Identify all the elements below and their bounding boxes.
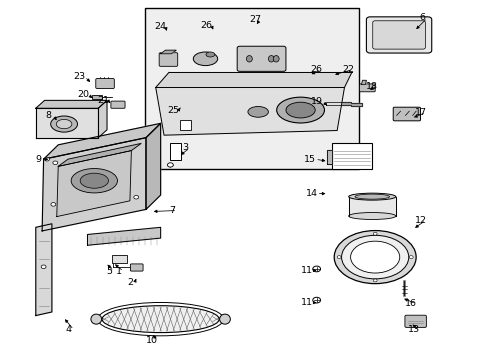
FancyBboxPatch shape xyxy=(392,107,420,121)
Text: 25: 25 xyxy=(167,105,180,114)
Polygon shape xyxy=(42,138,146,231)
Ellipse shape xyxy=(337,256,341,258)
Polygon shape xyxy=(36,224,52,316)
Text: 21: 21 xyxy=(97,96,109,105)
Ellipse shape xyxy=(71,168,117,193)
Text: 16: 16 xyxy=(405,299,416,308)
Ellipse shape xyxy=(312,266,320,272)
Text: 11: 11 xyxy=(300,298,312,307)
Text: 27: 27 xyxy=(249,15,261,24)
Text: 23: 23 xyxy=(74,72,85,81)
FancyBboxPatch shape xyxy=(359,84,374,92)
Polygon shape xyxy=(160,50,176,54)
Ellipse shape xyxy=(98,302,223,336)
FancyBboxPatch shape xyxy=(372,21,425,49)
Ellipse shape xyxy=(348,193,395,200)
Ellipse shape xyxy=(246,55,252,62)
Ellipse shape xyxy=(247,107,268,117)
Ellipse shape xyxy=(41,265,46,269)
Ellipse shape xyxy=(193,52,217,66)
Ellipse shape xyxy=(372,232,376,235)
Ellipse shape xyxy=(273,55,279,62)
FancyBboxPatch shape xyxy=(96,78,114,89)
Bar xyxy=(144,8,358,169)
Text: 4: 4 xyxy=(66,325,72,334)
Text: 13: 13 xyxy=(407,325,419,334)
Ellipse shape xyxy=(350,241,399,273)
Ellipse shape xyxy=(53,161,58,165)
Polygon shape xyxy=(327,149,331,164)
Ellipse shape xyxy=(341,235,408,279)
Text: 22: 22 xyxy=(341,65,353,74)
Text: 7: 7 xyxy=(169,206,175,215)
Polygon shape xyxy=(36,108,98,138)
Text: 20: 20 xyxy=(78,90,89,99)
Ellipse shape xyxy=(56,120,72,129)
Ellipse shape xyxy=(51,203,56,206)
Text: 6: 6 xyxy=(419,13,425,22)
Ellipse shape xyxy=(268,55,274,62)
Text: 3: 3 xyxy=(182,143,188,152)
Polygon shape xyxy=(348,197,395,216)
Text: 24: 24 xyxy=(154,22,166,31)
Text: 14: 14 xyxy=(305,189,317,198)
Text: 10: 10 xyxy=(145,336,158,345)
Polygon shape xyxy=(156,72,351,87)
Text: 26: 26 xyxy=(310,65,322,74)
Polygon shape xyxy=(326,102,361,106)
Bar xyxy=(92,95,102,99)
Text: 9: 9 xyxy=(36,155,41,164)
Text: 12: 12 xyxy=(414,216,426,225)
Bar xyxy=(112,255,127,263)
Polygon shape xyxy=(361,80,366,85)
Text: 15: 15 xyxy=(304,155,316,164)
Ellipse shape xyxy=(285,102,315,118)
Text: 11: 11 xyxy=(300,266,312,275)
Ellipse shape xyxy=(333,230,415,284)
Ellipse shape xyxy=(134,195,139,199)
Ellipse shape xyxy=(354,194,389,199)
Text: 19: 19 xyxy=(310,97,322,106)
Text: 1: 1 xyxy=(116,267,122,276)
FancyBboxPatch shape xyxy=(111,101,125,108)
Bar xyxy=(170,143,181,160)
FancyBboxPatch shape xyxy=(366,17,431,53)
Polygon shape xyxy=(43,123,160,159)
Ellipse shape xyxy=(205,52,214,57)
FancyBboxPatch shape xyxy=(404,315,426,327)
Ellipse shape xyxy=(312,297,320,303)
Text: 2: 2 xyxy=(127,278,133,287)
Ellipse shape xyxy=(219,314,230,324)
Ellipse shape xyxy=(80,173,108,188)
FancyBboxPatch shape xyxy=(159,53,177,66)
Polygon shape xyxy=(58,143,141,166)
Ellipse shape xyxy=(167,163,173,167)
Ellipse shape xyxy=(348,212,395,220)
Text: 17: 17 xyxy=(414,108,426,117)
Polygon shape xyxy=(98,100,107,138)
Text: 26: 26 xyxy=(200,21,212,30)
FancyBboxPatch shape xyxy=(237,46,285,71)
Ellipse shape xyxy=(372,279,376,282)
FancyBboxPatch shape xyxy=(130,264,143,271)
Ellipse shape xyxy=(51,116,77,132)
Text: 18: 18 xyxy=(366,82,378,91)
Ellipse shape xyxy=(91,314,102,324)
Ellipse shape xyxy=(276,97,324,123)
Text: 8: 8 xyxy=(45,111,51,120)
Bar xyxy=(180,120,190,130)
Polygon shape xyxy=(57,150,131,217)
Ellipse shape xyxy=(102,306,219,333)
Polygon shape xyxy=(36,100,107,108)
Ellipse shape xyxy=(44,157,49,161)
Polygon shape xyxy=(87,227,160,245)
Ellipse shape xyxy=(408,256,412,258)
Text: 5: 5 xyxy=(106,267,112,276)
Polygon shape xyxy=(146,123,160,210)
Bar xyxy=(331,143,371,169)
Polygon shape xyxy=(156,87,344,135)
